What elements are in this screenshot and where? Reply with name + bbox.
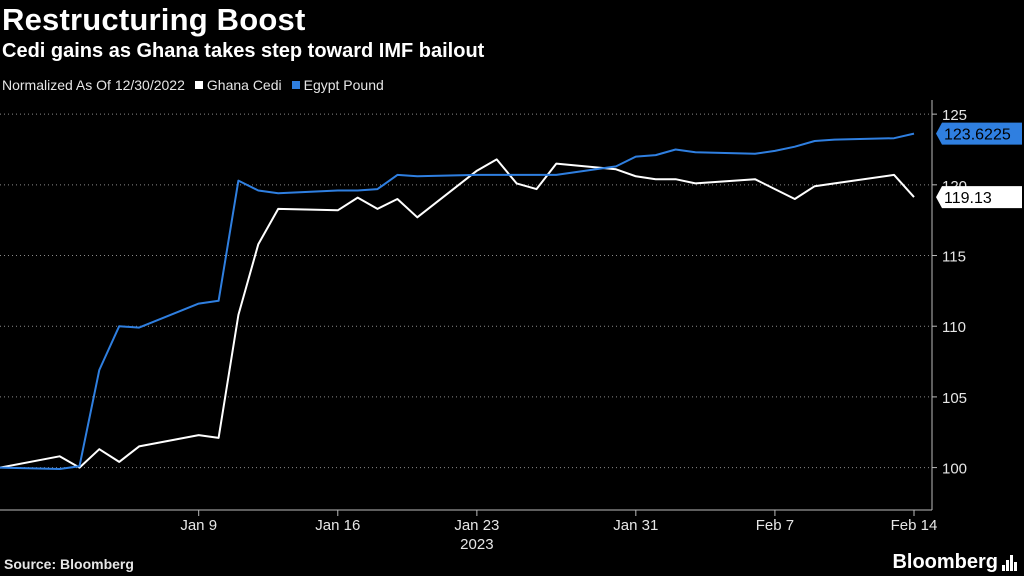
chart-subtitle: Cedi gains as Ghana takes step toward IM…: [2, 40, 485, 62]
y-tick-label-115: 115: [942, 249, 966, 266]
end-label-ghana-cedi: 119.13: [944, 190, 992, 207]
x-tick-label-jan-23: Jan 23: [454, 517, 499, 534]
y-tick-label-105: 105: [942, 390, 967, 407]
x-tick-label-feb-14: Feb 14: [891, 517, 938, 534]
legend: Normalized As Of 12/30/2022 Ghana Cedi E…: [2, 77, 384, 93]
y-tick-label-100: 100: [942, 461, 967, 478]
y-tick-label-110: 110: [942, 319, 966, 336]
legend-note: Normalized As Of 12/30/2022: [2, 77, 185, 93]
legend-label-ghana-cedi: Ghana Cedi: [206, 77, 282, 93]
y-tick-label-125: 125: [942, 107, 967, 124]
x-tick-label-jan-9: Jan 9: [180, 517, 217, 534]
bars-icon: [1002, 554, 1018, 571]
series-line-ghana-cedi: [0, 158, 915, 469]
x-tick-label-feb-7: Feb 7: [756, 517, 794, 534]
series-line-egypt-pound: [0, 132, 915, 470]
chart-title: Restructuring Boost: [2, 2, 306, 37]
x-tick-label-jan-31: Jan 31: [613, 517, 658, 534]
end-label-bg-egypt-pound: [936, 122, 1022, 145]
legend-swatch-ghana-cedi: [194, 81, 203, 89]
legend-swatch-egypt-pound: [291, 81, 300, 89]
x-axis-year-label: 2023: [460, 536, 493, 553]
legend-item-egypt-pound: Egypt Pound: [291, 77, 384, 93]
logo-text: Bloomberg: [892, 551, 998, 573]
bloomberg-logo: Bloomberg: [892, 551, 1018, 574]
source-note: Source: Bloomberg: [4, 556, 134, 572]
end-label-egypt-pound: 123.6225: [944, 127, 1011, 144]
legend-item-ghana-cedi: Ghana Cedi: [194, 77, 282, 93]
legend-label-egypt-pound: Egypt Pound: [303, 77, 384, 93]
end-label-bg-ghana-cedi: [936, 186, 1022, 209]
x-tick-label-jan-16: Jan 16: [315, 517, 360, 534]
